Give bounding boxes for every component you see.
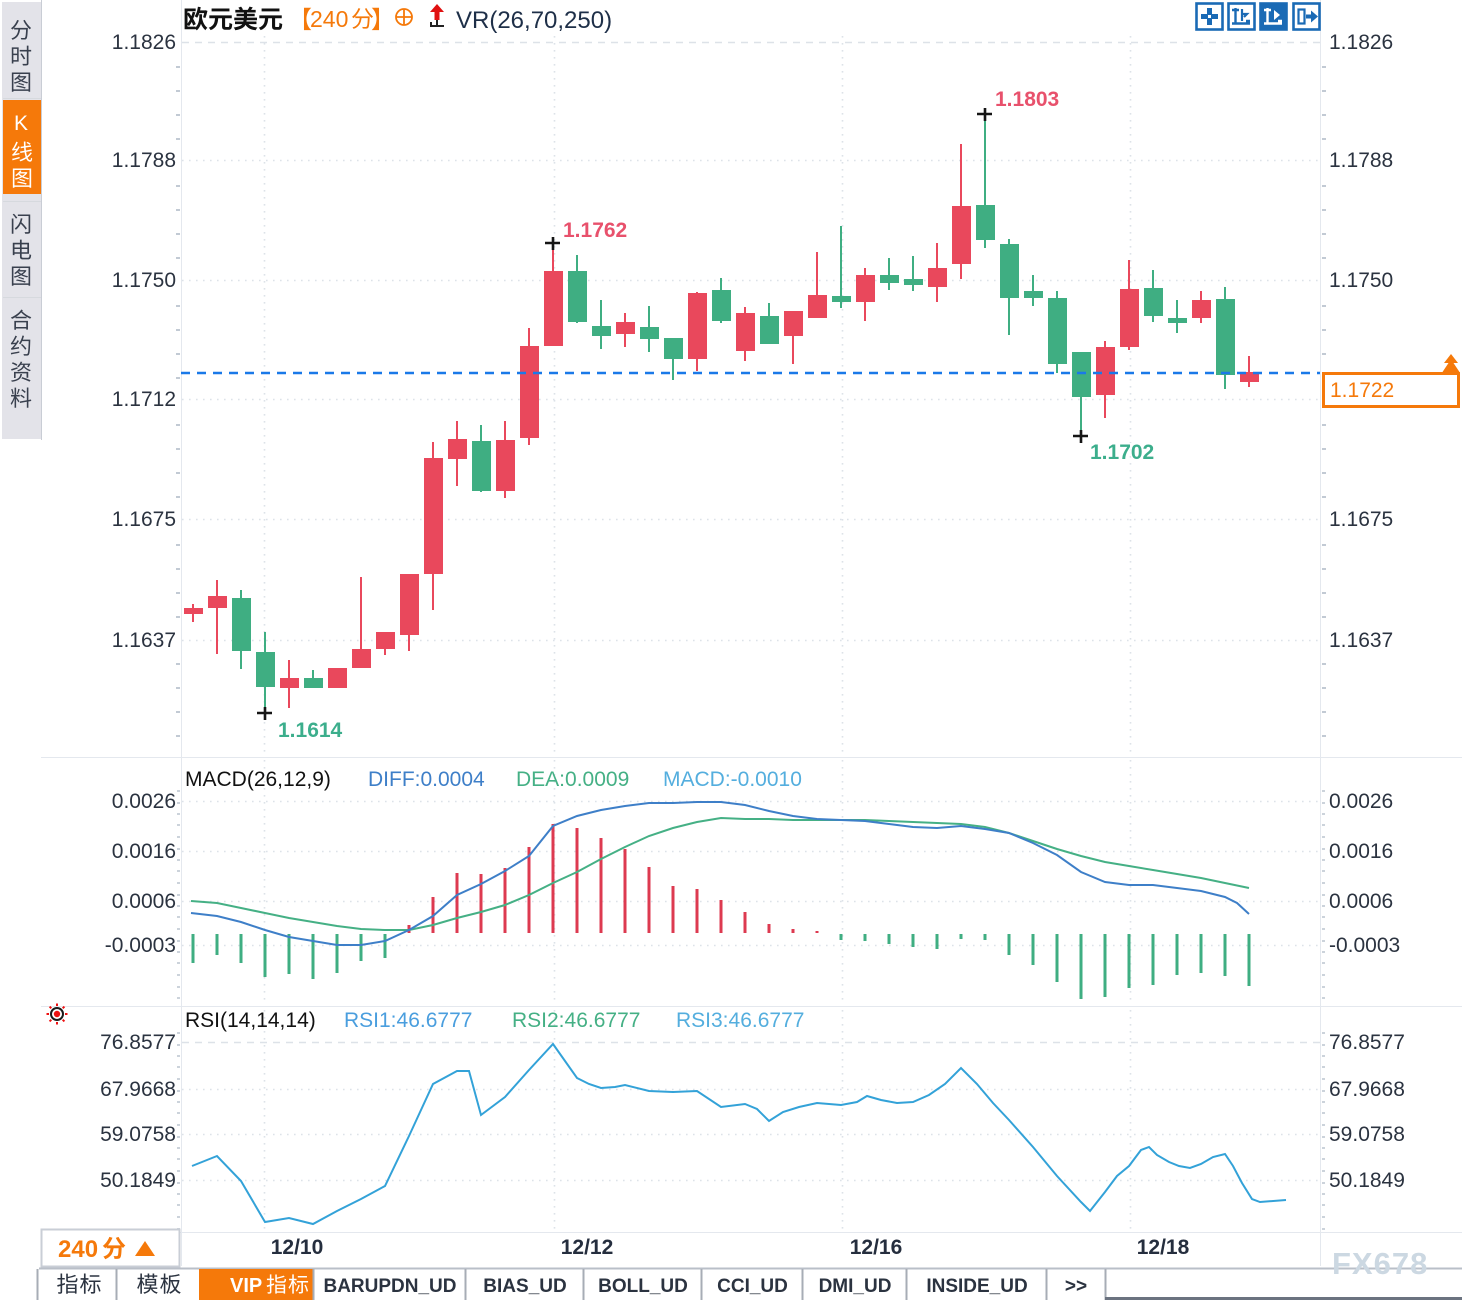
- svg-text:0.0016: 0.0016: [1329, 840, 1393, 863]
- svg-text:VR(26,70,250): VR(26,70,250): [456, 7, 612, 34]
- svg-text:RSI1:46.6777: RSI1:46.6777: [344, 1009, 472, 1032]
- svg-text:1.1826: 1.1826: [1329, 31, 1393, 54]
- svg-text:-0.0003: -0.0003: [1329, 934, 1400, 957]
- svg-text:50.1849: 50.1849: [100, 1169, 176, 1192]
- svg-text:1.1637: 1.1637: [112, 629, 176, 652]
- svg-text:59.0758: 59.0758: [100, 1123, 176, 1146]
- svg-text:1.1788: 1.1788: [112, 149, 176, 172]
- svg-text:1.1826: 1.1826: [112, 31, 176, 54]
- svg-text:BARUPDN_UD: BARUPDN_UD: [323, 1276, 456, 1297]
- svg-text:1.1750: 1.1750: [1329, 269, 1393, 292]
- svg-text:12/12: 12/12: [561, 1236, 614, 1259]
- svg-text:67.9668: 67.9668: [1329, 1078, 1405, 1101]
- svg-text:K: K: [14, 112, 28, 135]
- svg-text:MACD(26,12,9): MACD(26,12,9): [185, 768, 331, 791]
- svg-text:0.0016: 0.0016: [112, 840, 176, 863]
- svg-text:59.0758: 59.0758: [1329, 1123, 1405, 1146]
- svg-text:VIP: VIP: [230, 1275, 262, 1297]
- svg-text:BIAS_UD: BIAS_UD: [483, 1276, 566, 1297]
- svg-text:12/18: 12/18: [1137, 1236, 1190, 1259]
- svg-text:-0.0003: -0.0003: [105, 934, 176, 957]
- svg-text:1.1750: 1.1750: [112, 269, 176, 292]
- svg-text:1.1803: 1.1803: [995, 88, 1059, 111]
- svg-text:RSI2:46.6777: RSI2:46.6777: [512, 1009, 640, 1032]
- svg-text:1.1722: 1.1722: [1330, 379, 1394, 402]
- svg-text:INSIDE_UD: INSIDE_UD: [926, 1276, 1027, 1297]
- svg-text:RSI(14,14,14): RSI(14,14,14): [185, 1009, 316, 1032]
- svg-text:50.1849: 50.1849: [1329, 1169, 1405, 1192]
- svg-text:67.9668: 67.9668: [100, 1078, 176, 1101]
- svg-text:DIFF:0.0004: DIFF:0.0004: [368, 768, 485, 791]
- svg-text:12/16: 12/16: [850, 1236, 903, 1259]
- svg-text:0.0006: 0.0006: [112, 890, 176, 913]
- svg-text:1.1702: 1.1702: [1090, 441, 1154, 464]
- svg-text:BOLL_UD: BOLL_UD: [598, 1276, 688, 1297]
- svg-text:1.1762: 1.1762: [563, 219, 627, 242]
- svg-text:1.1637: 1.1637: [1329, 629, 1393, 652]
- svg-text:0.0026: 0.0026: [112, 790, 176, 813]
- svg-text:0.0026: 0.0026: [1329, 790, 1393, 813]
- svg-text:0.0006: 0.0006: [1329, 890, 1393, 913]
- svg-text:>>: >>: [1065, 1276, 1087, 1297]
- svg-text:76.8577: 76.8577: [1329, 1031, 1405, 1054]
- svg-text:CCI_UD: CCI_UD: [717, 1276, 788, 1297]
- svg-text:DEA:0.0009: DEA:0.0009: [516, 768, 629, 791]
- svg-text:1.1788: 1.1788: [1329, 149, 1393, 172]
- svg-text:240: 240: [58, 1236, 98, 1263]
- svg-text:1.1712: 1.1712: [112, 388, 176, 411]
- svg-text:RSI3:46.6777: RSI3:46.6777: [676, 1009, 804, 1032]
- svg-text:FX678: FX678: [1332, 1246, 1428, 1281]
- svg-text:1.1675: 1.1675: [112, 508, 176, 531]
- svg-text:240: 240: [310, 6, 348, 32]
- svg-text:1.1614: 1.1614: [278, 719, 343, 742]
- svg-text:1.1675: 1.1675: [1329, 508, 1393, 531]
- svg-text:MACD:-0.0010: MACD:-0.0010: [663, 768, 802, 791]
- svg-text:12/10: 12/10: [271, 1236, 324, 1259]
- svg-text:DMI_UD: DMI_UD: [819, 1276, 892, 1297]
- svg-text:76.8577: 76.8577: [100, 1031, 176, 1054]
